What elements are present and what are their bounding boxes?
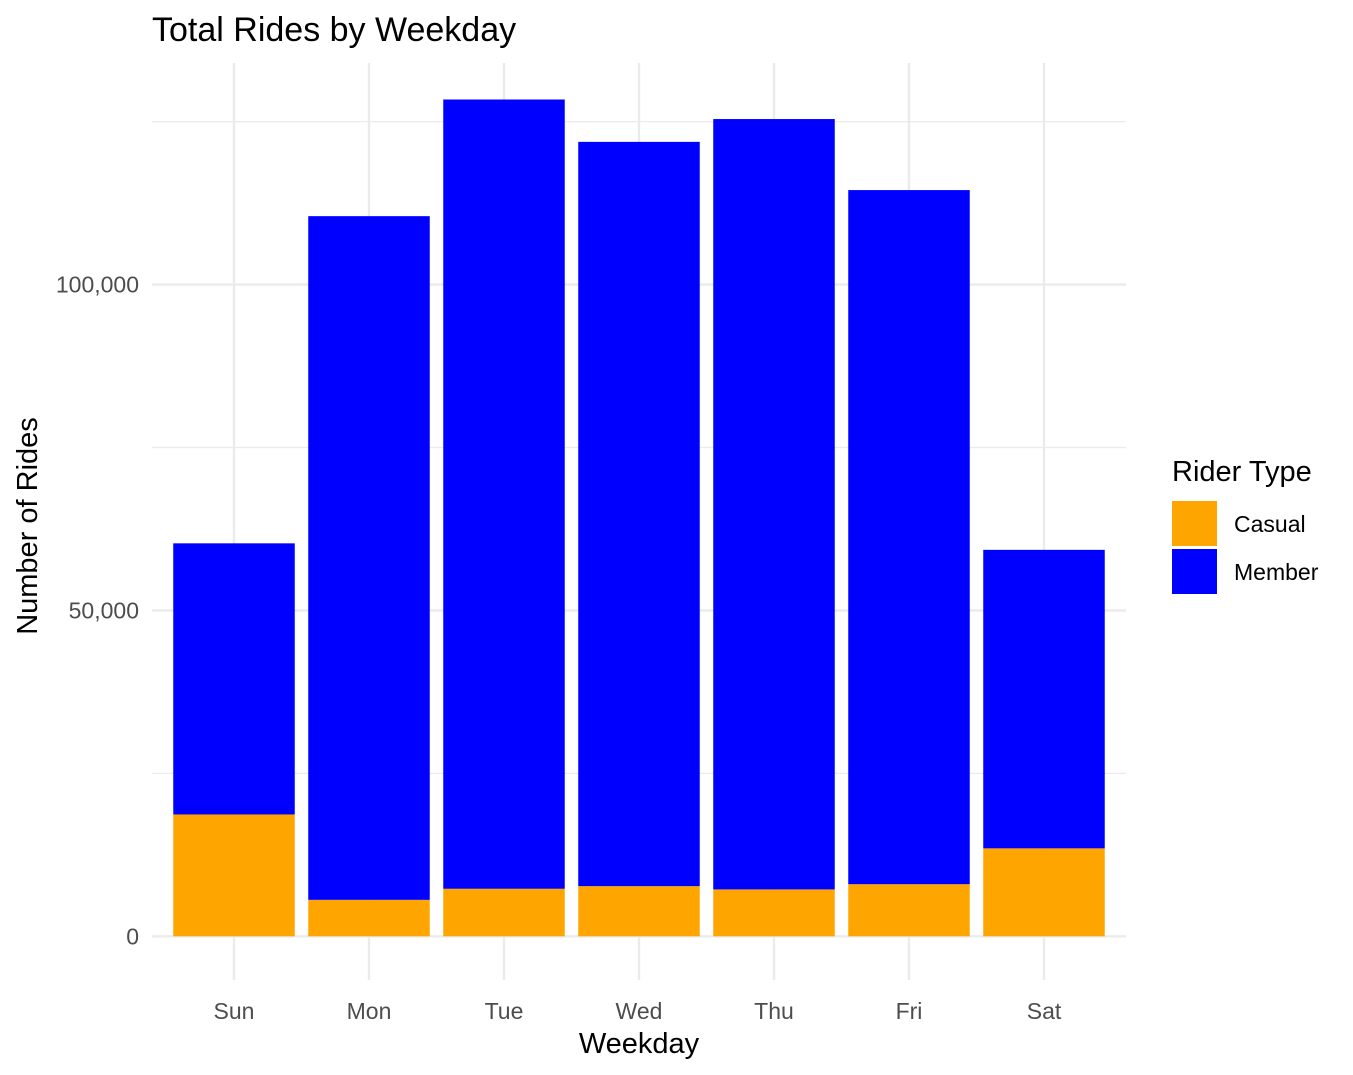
legend-key-casual bbox=[1172, 501, 1217, 546]
y-axis-title: Number of Rides bbox=[12, 417, 44, 635]
legend-title: Rider Type bbox=[1172, 456, 1312, 488]
chart-title: Total Rides by Weekday bbox=[152, 11, 516, 49]
x-tick-label: Wed bbox=[616, 998, 663, 1024]
bar-casual-thu bbox=[713, 889, 835, 937]
bar-member-sun bbox=[173, 543, 295, 815]
x-tick-label: Mon bbox=[347, 998, 392, 1024]
bars bbox=[173, 99, 1105, 937]
x-tick-label: Thu bbox=[754, 998, 794, 1024]
bar-casual-tue bbox=[443, 888, 565, 937]
x-tick-label: Sat bbox=[1027, 998, 1062, 1024]
x-axis-title: Weekday bbox=[579, 1028, 700, 1060]
x-axis-ticks: Sun Mon Tue Wed Thu Fri Sat bbox=[214, 998, 1062, 1024]
y-tick-label: 100,000 bbox=[56, 272, 139, 298]
bar-member-fri bbox=[848, 190, 970, 885]
bar-member-sat bbox=[983, 549, 1105, 849]
y-tick-label: 0 bbox=[126, 923, 139, 949]
x-tick-label: Fri bbox=[896, 998, 923, 1024]
bar-casual-wed bbox=[578, 886, 700, 937]
bar-casual-fri bbox=[848, 884, 970, 937]
y-axis-ticks: 0 50,000 100,000 bbox=[56, 272, 139, 950]
bar-member-thu bbox=[713, 119, 835, 890]
bar-member-tue bbox=[443, 99, 565, 889]
legend-label-member: Member bbox=[1234, 559, 1319, 585]
bar-casual-sat bbox=[983, 848, 1105, 937]
x-tick-label: Sun bbox=[214, 998, 255, 1024]
y-tick-label: 50,000 bbox=[69, 597, 139, 623]
legend-key-member bbox=[1172, 549, 1217, 594]
legend-label-casual: Casual bbox=[1234, 511, 1306, 537]
legend-items: Casual Member bbox=[1172, 501, 1319, 594]
legend: Rider Type Casual Member bbox=[1172, 456, 1319, 594]
bar-member-mon bbox=[308, 216, 430, 900]
x-tick-label: Tue bbox=[485, 998, 524, 1024]
bar-casual-mon bbox=[308, 899, 430, 937]
bar-member-wed bbox=[578, 141, 700, 887]
bar-casual-sun bbox=[173, 814, 295, 937]
